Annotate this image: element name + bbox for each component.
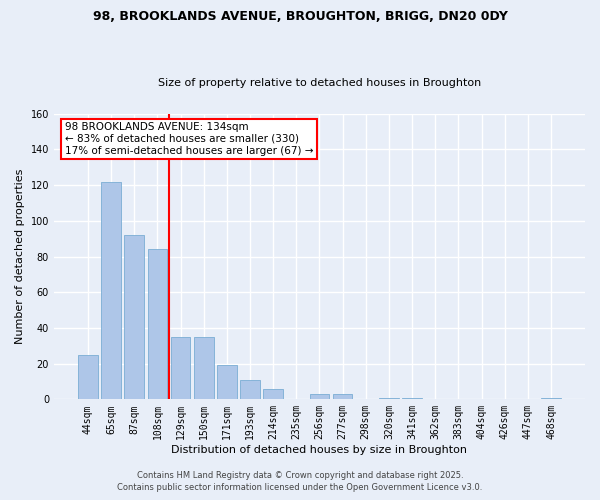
Text: Contains HM Land Registry data © Crown copyright and database right 2025.
Contai: Contains HM Land Registry data © Crown c… bbox=[118, 471, 482, 492]
Bar bbox=[124, 235, 144, 400]
Title: Size of property relative to detached houses in Broughton: Size of property relative to detached ho… bbox=[158, 78, 481, 88]
Bar bbox=[148, 250, 167, 400]
Bar bbox=[402, 398, 422, 400]
Bar bbox=[170, 337, 190, 400]
X-axis label: Distribution of detached houses by size in Broughton: Distribution of detached houses by size … bbox=[172, 445, 467, 455]
Text: 98, BROOKLANDS AVENUE, BROUGHTON, BRIGG, DN20 0DY: 98, BROOKLANDS AVENUE, BROUGHTON, BRIGG,… bbox=[92, 10, 508, 23]
Bar bbox=[78, 354, 98, 400]
Text: 98 BROOKLANDS AVENUE: 134sqm
← 83% of detached houses are smaller (330)
17% of s: 98 BROOKLANDS AVENUE: 134sqm ← 83% of de… bbox=[65, 122, 313, 156]
Bar bbox=[240, 380, 260, 400]
Bar bbox=[263, 388, 283, 400]
Y-axis label: Number of detached properties: Number of detached properties bbox=[15, 169, 25, 344]
Bar bbox=[217, 366, 236, 400]
Bar bbox=[310, 394, 329, 400]
Bar bbox=[101, 182, 121, 400]
Bar bbox=[333, 394, 352, 400]
Bar bbox=[541, 398, 561, 400]
Bar bbox=[194, 337, 214, 400]
Bar bbox=[379, 398, 399, 400]
